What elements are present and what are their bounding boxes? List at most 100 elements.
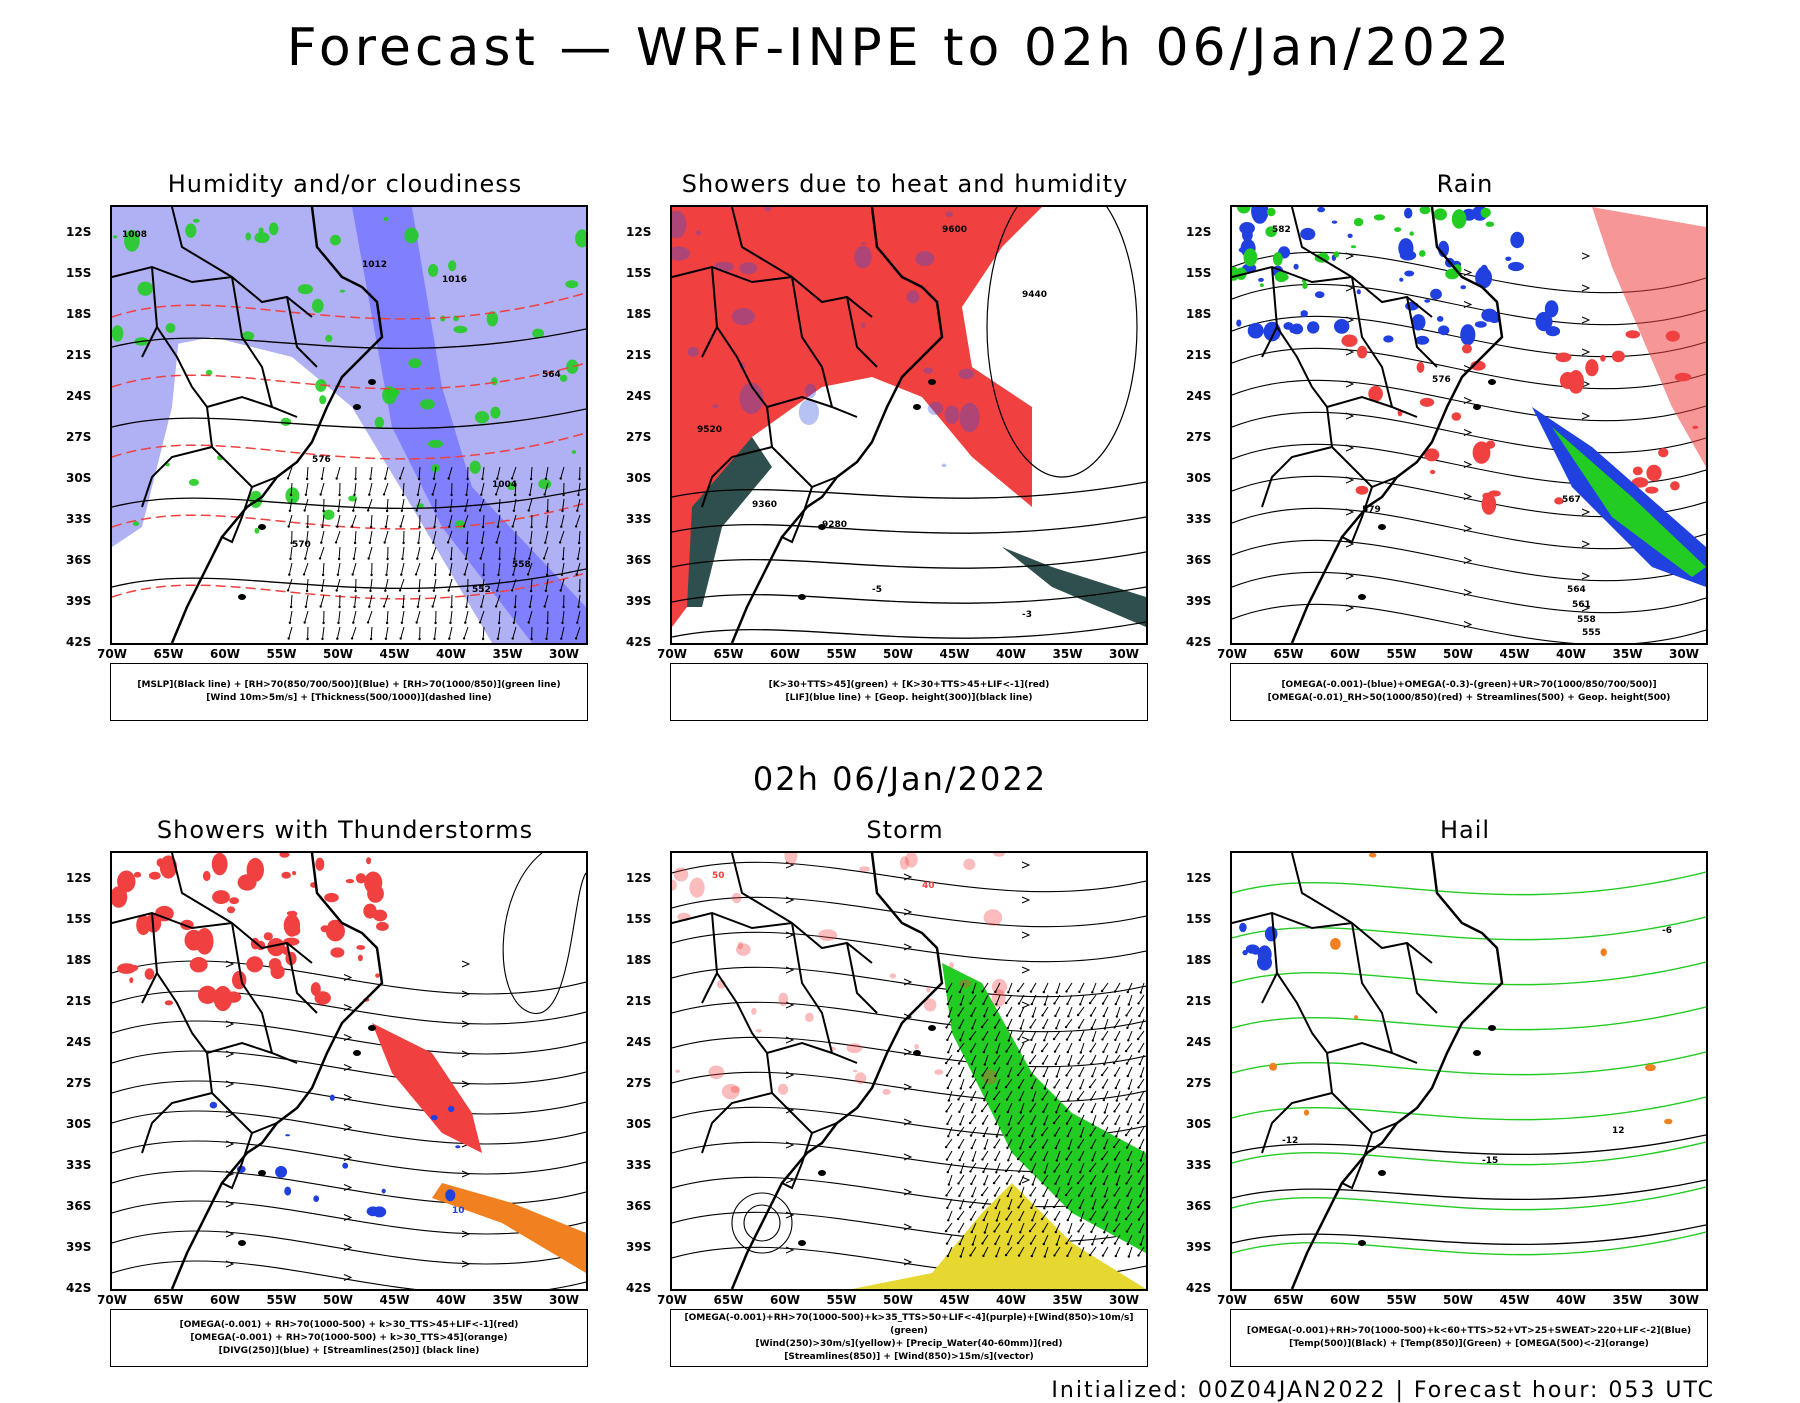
wind-vector — [339, 611, 341, 623]
vector-head — [1115, 1219, 1117, 1221]
wind-vector — [1091, 1043, 1097, 1051]
wind-vector — [947, 1103, 953, 1111]
wind-vector — [973, 1151, 976, 1161]
longitude-tick: 50W — [878, 1293, 918, 1307]
vector-head — [1138, 1183, 1140, 1185]
vector-head — [969, 1254, 971, 1256]
omega-area — [1481, 309, 1497, 322]
vector-head — [945, 1062, 947, 1064]
thunderstorm-area — [142, 917, 150, 925]
vector-head — [946, 1074, 948, 1076]
vector-head — [995, 1255, 997, 1257]
wind-vector — [1031, 1187, 1037, 1195]
wind-vector — [1069, 1223, 1072, 1233]
wind-vector — [1054, 1199, 1060, 1207]
thunderstorm-area — [366, 857, 371, 864]
vector-head — [960, 1171, 962, 1173]
omega-rh-area — [1658, 448, 1668, 457]
wind-vector — [1080, 995, 1084, 1004]
vector-head — [946, 1123, 948, 1125]
wind-vector — [959, 1187, 964, 1196]
wind-vector — [1115, 1115, 1120, 1124]
latitude-tick: 18S — [1186, 307, 1211, 321]
vector-head — [1104, 1195, 1106, 1197]
wind-vector — [1127, 1019, 1132, 1028]
latitude-tick: 12S — [66, 871, 91, 885]
vector-head — [401, 558, 403, 560]
vector-head — [1017, 1158, 1019, 1160]
vector-head — [578, 542, 580, 544]
longitude-tick: 45W — [1495, 1293, 1535, 1307]
vector-head — [982, 1171, 984, 1173]
vector-head — [336, 477, 338, 479]
wind-vector — [1116, 995, 1120, 1004]
contour-label: 1012 — [362, 260, 387, 270]
vector-head — [433, 478, 435, 480]
vector-head — [448, 589, 450, 591]
vector-head — [993, 1146, 995, 1148]
latitude-tick: 18S — [66, 307, 91, 321]
wind-vector — [355, 531, 356, 543]
vector-head — [1043, 1159, 1045, 1161]
omega-area — [1251, 207, 1268, 224]
lif-contour — [928, 402, 943, 415]
latitude-tick: 39S — [66, 594, 91, 608]
vector-head — [1065, 1242, 1067, 1244]
vector-head — [513, 510, 515, 512]
vector-head — [384, 541, 386, 543]
vector-head — [530, 638, 532, 640]
vector-head — [449, 622, 451, 624]
wind-vector — [1019, 1043, 1024, 1052]
map-thunder: 10 — [110, 851, 588, 1291]
stream-arrow — [1582, 509, 1589, 515]
wind-vector — [1139, 1079, 1145, 1087]
vector-head — [1092, 1207, 1094, 1209]
vector-head — [993, 1062, 995, 1064]
vector-head — [1007, 1027, 1009, 1029]
vector-head — [981, 1110, 983, 1112]
vector-head — [948, 1183, 950, 1185]
vector-head — [1018, 1051, 1020, 1053]
omega-500-area — [1601, 948, 1607, 956]
latitude-tick: 18S — [1186, 953, 1211, 967]
omega-rh-area — [1670, 481, 1680, 490]
rh-lowlevel-contour — [285, 487, 299, 504]
vector-head — [959, 1207, 961, 1209]
vector-head — [1113, 1146, 1115, 1148]
precip-water-contour — [992, 979, 1007, 995]
border-line — [1407, 943, 1437, 1013]
temp-500-contour — [1232, 1225, 1706, 1244]
stream-arrow — [786, 897, 793, 903]
vector-head — [1031, 1087, 1033, 1089]
wind-850-area — [942, 963, 1146, 1253]
lake — [928, 379, 936, 385]
omega-rh-area — [1357, 346, 1367, 359]
vector-head — [304, 558, 306, 560]
lif-contour — [799, 399, 819, 425]
vector-head — [498, 622, 500, 624]
vector-head — [465, 606, 467, 608]
wind-vector — [1092, 1067, 1096, 1076]
lake — [1378, 1170, 1386, 1176]
vector-head — [1137, 1122, 1139, 1124]
contour-label: 9440 — [1022, 290, 1047, 300]
wind-vector — [947, 1115, 952, 1124]
legend-line: [MSLP](Black line) + [RH>70(850/700/500)… — [111, 679, 587, 692]
vector-head — [1127, 1123, 1129, 1125]
streamline-850 — [672, 897, 1146, 926]
latitude-tick: 36S — [626, 553, 651, 567]
wind-vector — [337, 467, 340, 479]
longitude-tick: 60W — [765, 647, 805, 661]
longitude-tick: 65W — [149, 1293, 189, 1307]
wind-vector — [1033, 1007, 1036, 1017]
vector-head — [1029, 1110, 1031, 1112]
temp-850-contour — [1232, 917, 1706, 940]
latitude-tick: 39S — [1186, 1240, 1211, 1254]
vector-head — [1031, 1255, 1033, 1257]
latitude-tick: 12S — [66, 225, 91, 239]
streamline-500 — [1232, 412, 1706, 452]
wind-vector — [1078, 1091, 1084, 1099]
vector-head — [969, 1086, 971, 1088]
wind-vector — [419, 579, 420, 591]
